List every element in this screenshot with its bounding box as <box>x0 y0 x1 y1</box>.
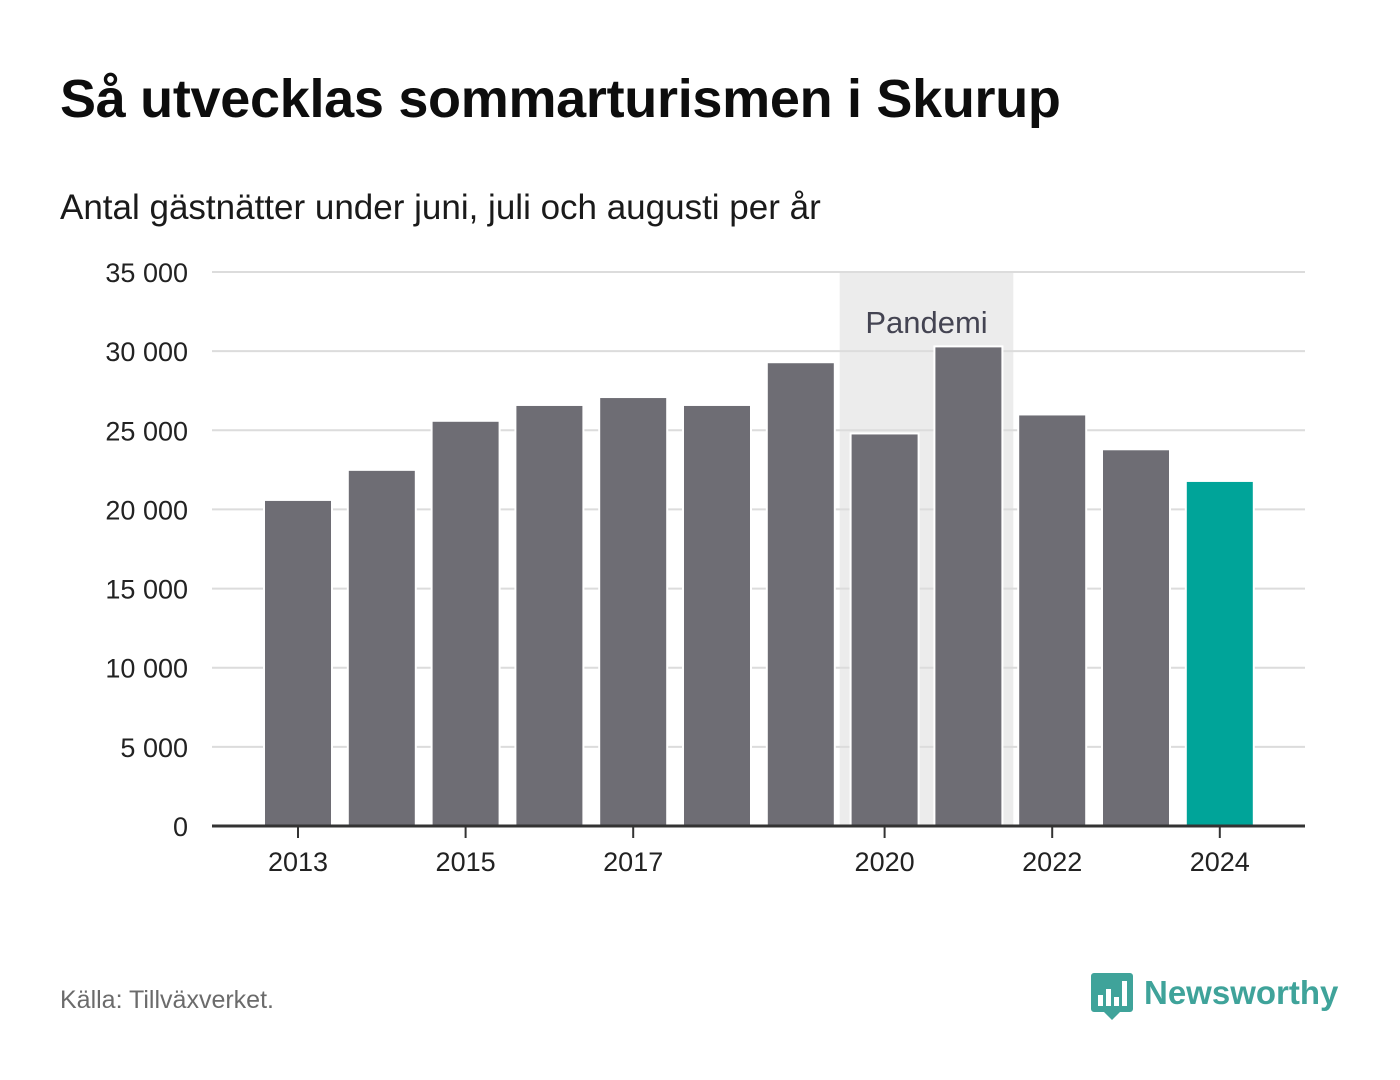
source-note: Källa: Tillväxverket. <box>60 986 274 1014</box>
y-tick-label: 10 000 <box>105 654 188 684</box>
chart-subtitle: Antal gästnätter under juni, juli och au… <box>60 188 821 227</box>
annotation-label: Pandemi <box>865 305 987 340</box>
y-tick-label: 0 <box>173 812 188 842</box>
bar-2022 <box>1017 413 1088 827</box>
bar-2015 <box>430 419 501 827</box>
bar-2016 <box>514 403 585 827</box>
x-tick-label: 2017 <box>603 847 663 877</box>
brand-name: Newsworthy <box>1144 974 1339 1011</box>
bars <box>263 345 1255 827</box>
y-tick-label: 15 000 <box>105 575 188 605</box>
x-tick-label: 2022 <box>1022 847 1082 877</box>
bar-2018 <box>682 403 752 827</box>
brand: Newsworthy <box>1090 970 1338 1022</box>
bar-2021 <box>933 345 1004 827</box>
y-tick-label: 5 000 <box>120 733 188 763</box>
y-tick-label: 30 000 <box>105 337 188 367</box>
x-tick-label: 2015 <box>436 847 496 877</box>
y-tick-label: 25 000 <box>105 416 188 446</box>
bar-2014 <box>346 468 417 827</box>
chart-title: Så utvecklas sommarturismen i Skurup <box>60 69 1061 129</box>
x-axis: 2013 2015 2017 2020 2022 2024 <box>212 824 1305 877</box>
x-tick-label: 2020 <box>855 847 915 877</box>
bar-2019 <box>765 361 836 827</box>
chart-bubble-icon <box>1091 973 1133 1020</box>
y-tick-label: 35 000 <box>105 258 188 288</box>
x-tick-label: 2024 <box>1190 847 1250 877</box>
y-axis-labels: 0 5 000 10 000 15 000 20 000 25 000 30 000 35 0… <box>105 258 188 842</box>
bar-2023 <box>1101 448 1171 827</box>
bar-2017 <box>598 396 669 827</box>
bar-2024 <box>1184 479 1255 827</box>
bar-2020 <box>849 432 920 827</box>
bar-2013 <box>263 498 333 827</box>
x-tick-label: 2013 <box>268 847 328 877</box>
y-tick-label: 20 000 <box>105 495 188 525</box>
